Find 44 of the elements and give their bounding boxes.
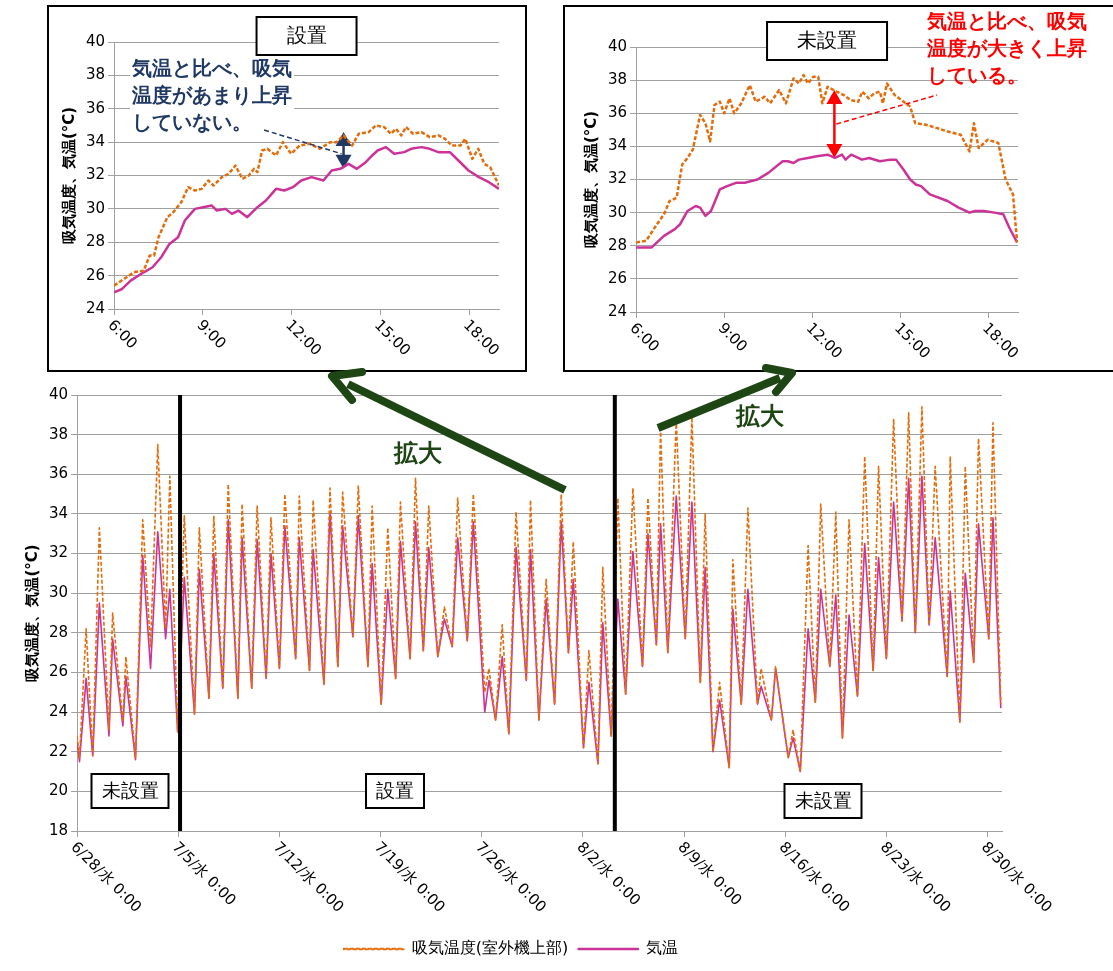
annotation: 設置 — [376, 778, 414, 801]
y-tick-label: 36 — [607, 103, 628, 122]
y-tick-label: 32 — [48, 543, 69, 562]
y-tick-label: 34 — [85, 132, 106, 151]
chart-title: 未設置 — [797, 28, 858, 53]
annotation: 気温と比べ、吸気温度があまり上昇していない。 — [131, 56, 293, 135]
y-tick-label: 34 — [48, 503, 69, 522]
y-tick-label: 38 — [85, 65, 106, 84]
y-tick-label: 26 — [85, 265, 106, 284]
chart-title: 設置 — [286, 23, 327, 48]
y-tick-label: 30 — [85, 198, 106, 217]
annotation: 拡大 — [735, 402, 785, 431]
y-axis-title: 吸気温度、気温(°C) — [59, 106, 78, 245]
y-tick-label: 32 — [85, 165, 106, 184]
y-tick-label: 40 — [85, 31, 106, 50]
legend-label: 吸気温度(室外機上部) — [411, 938, 569, 958]
y-tick-label: 20 — [48, 781, 69, 800]
y-tick-label: 40 — [48, 384, 69, 403]
y-tick-label: 26 — [607, 268, 628, 287]
y-tick-label: 30 — [607, 202, 628, 221]
y-tick-label: 26 — [48, 662, 69, 681]
y-axis-title: 吸気温度、気温(°C) — [581, 110, 600, 249]
annotation: 気温と比べ、吸気温度が大きく上昇している。 — [926, 9, 1087, 88]
y-tick-label: 34 — [607, 136, 628, 155]
y-tick-label: 28 — [48, 622, 69, 641]
y-tick-label: 40 — [607, 36, 628, 55]
y-tick-label: 30 — [48, 583, 69, 602]
y-tick-label: 38 — [48, 424, 69, 443]
y-tick-label: 24 — [607, 301, 628, 320]
y-tick-label: 28 — [607, 235, 628, 254]
y-tick-label: 38 — [607, 70, 628, 89]
y-tick-label: 36 — [85, 98, 106, 117]
annotation: 拡大 — [393, 439, 443, 468]
y-tick-label: 22 — [48, 741, 69, 760]
y-tick-label: 24 — [48, 701, 69, 720]
annotation: 未設置 — [101, 778, 159, 801]
legend-label: 気温 — [646, 938, 679, 958]
annotation: 未設置 — [794, 788, 852, 811]
y-axis-title: 吸気温度、気温(°C) — [22, 544, 41, 682]
y-tick-label: 32 — [607, 169, 628, 188]
y-tick-label: 24 — [85, 298, 106, 317]
y-tick-label: 28 — [85, 232, 106, 251]
y-tick-label: 18 — [48, 820, 69, 839]
y-tick-label: 36 — [48, 464, 69, 483]
